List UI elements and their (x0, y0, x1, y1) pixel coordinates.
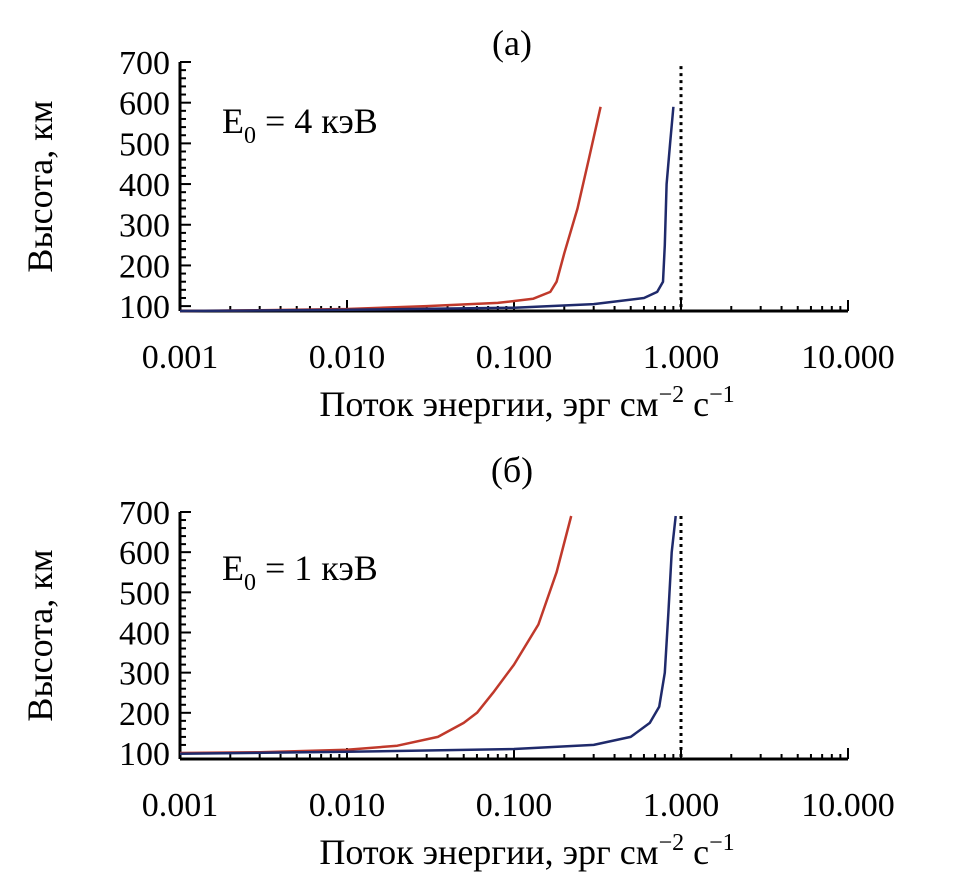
x-tick-label: 1.000 (643, 339, 720, 376)
y-tick-label: 500 (119, 575, 170, 612)
y-tick-label: 700 (119, 495, 170, 532)
x-tick-label: 0.100 (476, 787, 553, 824)
panel-label: (б) (491, 450, 533, 490)
x-axis-label-exp1: −2 (659, 830, 685, 856)
x-axis-label-mid: с (684, 384, 709, 424)
y-tick-label: 200 (119, 696, 170, 733)
annotation-subscript: 0 (244, 570, 256, 596)
annotation-prefix: E (222, 101, 244, 141)
x-tick-label: 1.000 (643, 787, 720, 824)
y-tick-label: 600 (119, 535, 170, 572)
x-axis-label-mid: с (684, 832, 709, 872)
x-tick-label: 0.010 (309, 339, 386, 376)
annotation-prefix: E (222, 548, 244, 588)
annotation-subscript: 0 (244, 123, 256, 149)
x-axis-label-exp2: −1 (709, 382, 735, 408)
series-line-1 (179, 515, 573, 755)
energy-annotation: E0 = 1 кэВ (222, 548, 378, 596)
panel-label: (а) (492, 23, 532, 63)
x-axis-label-text: Поток энергии, эрг см (319, 384, 658, 424)
annotation-suffix: = 1 кэВ (256, 548, 378, 588)
x-axis-label-exp1: −2 (659, 382, 685, 408)
y-tick-label: 700 (119, 45, 170, 82)
y-tick-label: 300 (119, 208, 170, 245)
series-line-2 (179, 515, 677, 756)
x-tick-label: 0.001 (142, 787, 219, 824)
y-axis-label: Высота, км (20, 100, 60, 272)
x-axis-label: Поток энергии, эрг см−2 с−1 (319, 830, 734, 872)
y-tick-label: 100 (119, 736, 170, 773)
y-tick-label: 300 (119, 656, 170, 693)
annotation-suffix: = 4 кэВ (256, 101, 378, 141)
x-axis-label-exp2: −1 (709, 830, 735, 856)
energy-annotation: E0 = 4 кэВ (222, 101, 378, 149)
y-tick-label: 100 (119, 289, 170, 326)
x-tick-label: 0.010 (309, 787, 386, 824)
y-tick-label: 500 (119, 126, 170, 163)
x-axis-label-text: Поток энергии, эрг см (319, 832, 658, 872)
y-axis-label: Высота, км (20, 549, 60, 721)
x-tick-label: 0.001 (142, 339, 219, 376)
x-tick-label: 10.000 (801, 787, 895, 824)
y-tick-label: 600 (119, 86, 170, 123)
y-tick-label: 400 (119, 615, 170, 652)
x-tick-label: 0.100 (476, 339, 553, 376)
y-tick-label: 400 (119, 167, 170, 204)
x-tick-label: 10.000 (801, 339, 895, 376)
y-tick-label: 200 (119, 248, 170, 285)
series-line-2 (179, 106, 675, 313)
x-axis-label: Поток энергии, эрг см−2 с−1 (319, 382, 734, 424)
